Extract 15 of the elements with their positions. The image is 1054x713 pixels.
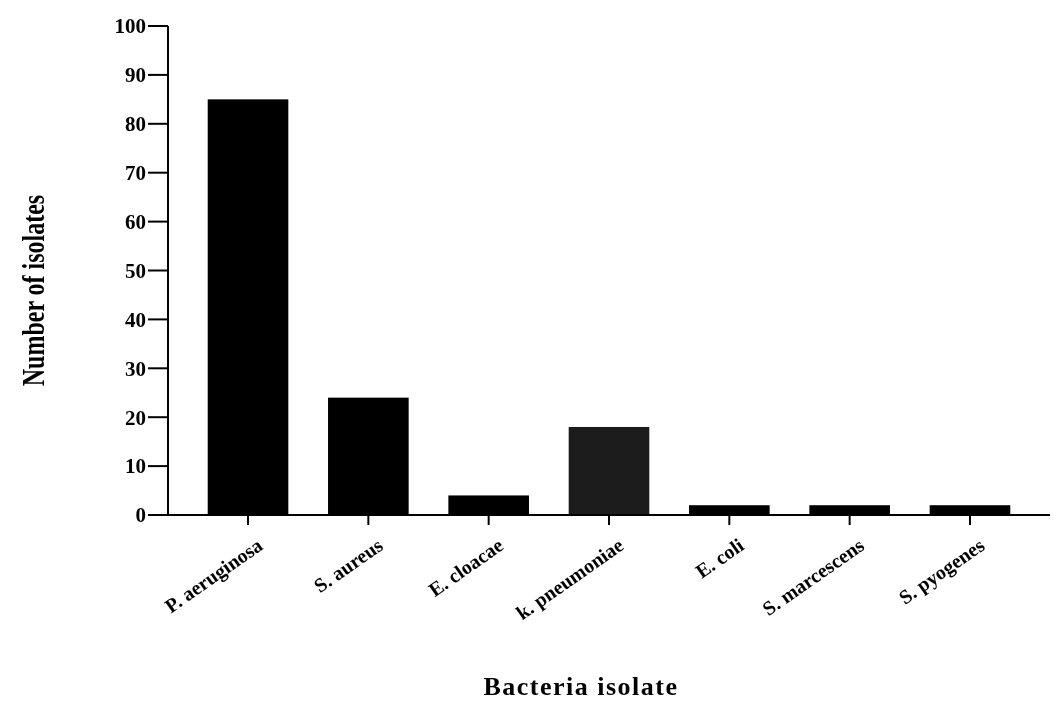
x-axis-title: Bacteria isolate [483, 672, 679, 701]
y-tick-label: 80 [125, 112, 146, 137]
y-tick-label: 20 [125, 405, 146, 430]
y-tick-label: 30 [125, 356, 146, 381]
x-tick-label: E. coli [691, 533, 748, 583]
y-tick-label: 100 [114, 14, 146, 39]
y-axis-title: Number of isolates [15, 194, 51, 387]
y-tick-label: 60 [125, 209, 146, 234]
y-tick-label: 40 [125, 307, 146, 332]
bar [568, 426, 650, 515]
y-tick-label: 0 [135, 503, 146, 528]
y-tick-label: 90 [125, 63, 146, 88]
y-tick-label: 10 [125, 454, 146, 479]
y-tick-label: 50 [125, 258, 146, 283]
y-tick-label: 70 [125, 161, 146, 186]
